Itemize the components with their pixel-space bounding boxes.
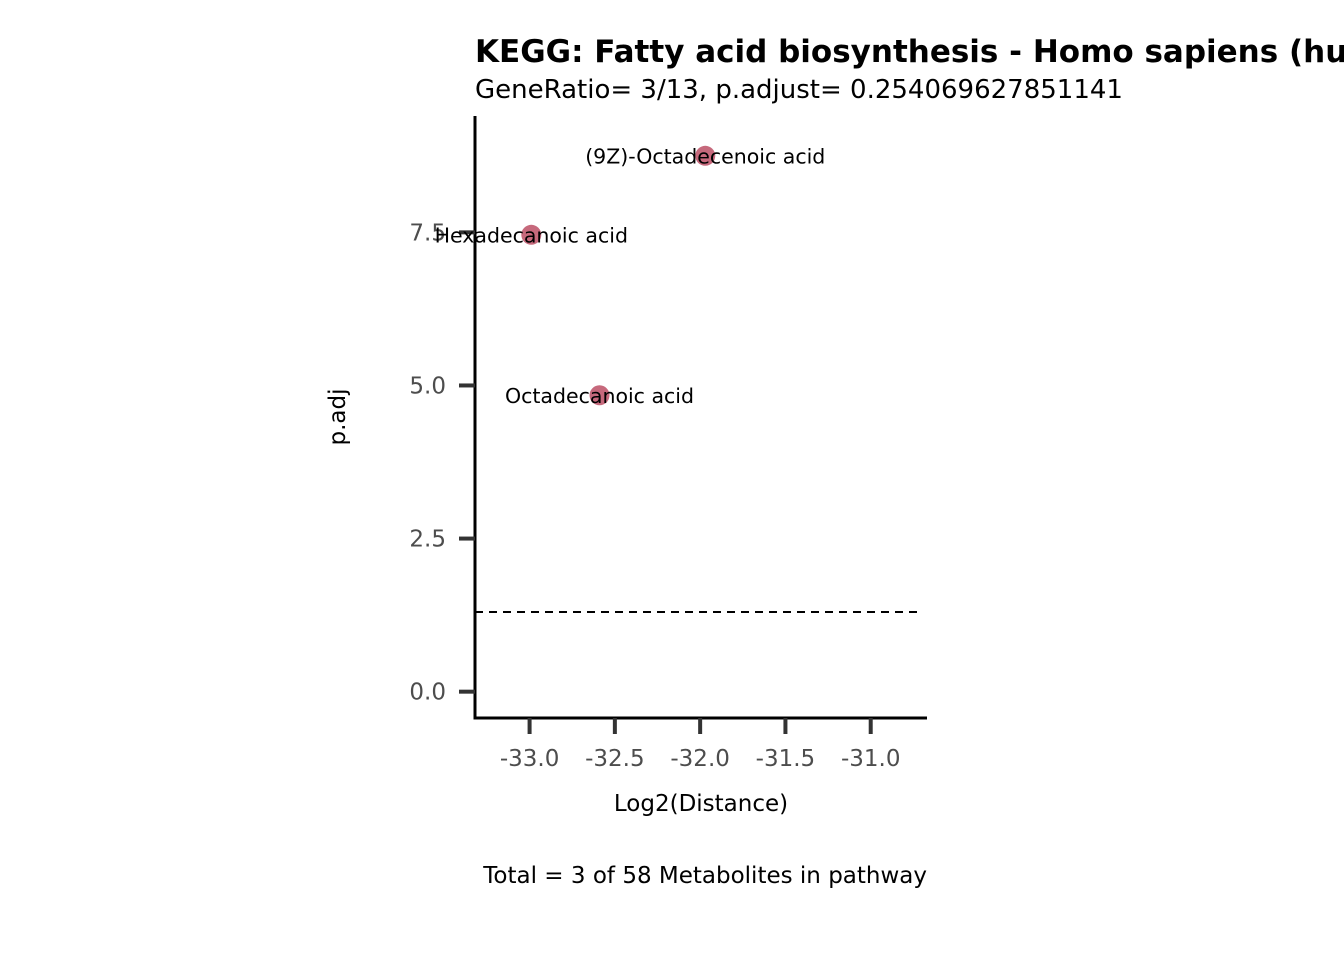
data-point	[589, 385, 610, 406]
data-point	[695, 145, 716, 166]
x-tick-label: -33.0	[500, 746, 560, 772]
chart-title: KEGG: Fatty acid biosynthesis - Homo sap…	[475, 34, 1344, 70]
x-tick-label: -32.0	[670, 746, 730, 772]
y-tick-label: 7.5	[409, 220, 446, 246]
chart-subtitle: GeneRatio= 3/13, p.adjust= 0.25406962785…	[475, 75, 1123, 105]
x-axis-title: Log2(Distance)	[614, 791, 788, 817]
chart-caption: Total = 3 of 58 Metabolites in pathway	[482, 863, 927, 889]
point-label: (9Z)-Octadecenoic acid	[585, 144, 825, 168]
y-tick-label: 5.0	[409, 373, 446, 399]
y-axis-title: p.adj	[325, 389, 351, 446]
data-point	[521, 224, 542, 245]
x-tick-label: -32.5	[585, 746, 645, 772]
axes-layer: -33.0 -32.5 -32.0 -31.5 -31.0 0.0 2.5 5.0 7.5	[409, 116, 927, 772]
x-tick-label: -31.0	[841, 746, 901, 772]
point-label: Hexadecanoic acid	[435, 223, 628, 247]
points-layer	[521, 145, 716, 406]
labels-layer: (9Z)-Octadecenoic acid Hexadecanoic acid O…	[435, 144, 826, 407]
y-tick-label: 2.5	[409, 527, 446, 553]
point-label: Octadecanoic acid	[505, 384, 694, 408]
x-tick-label: -31.5	[756, 746, 816, 772]
y-tick-label: 0.0	[409, 680, 446, 706]
